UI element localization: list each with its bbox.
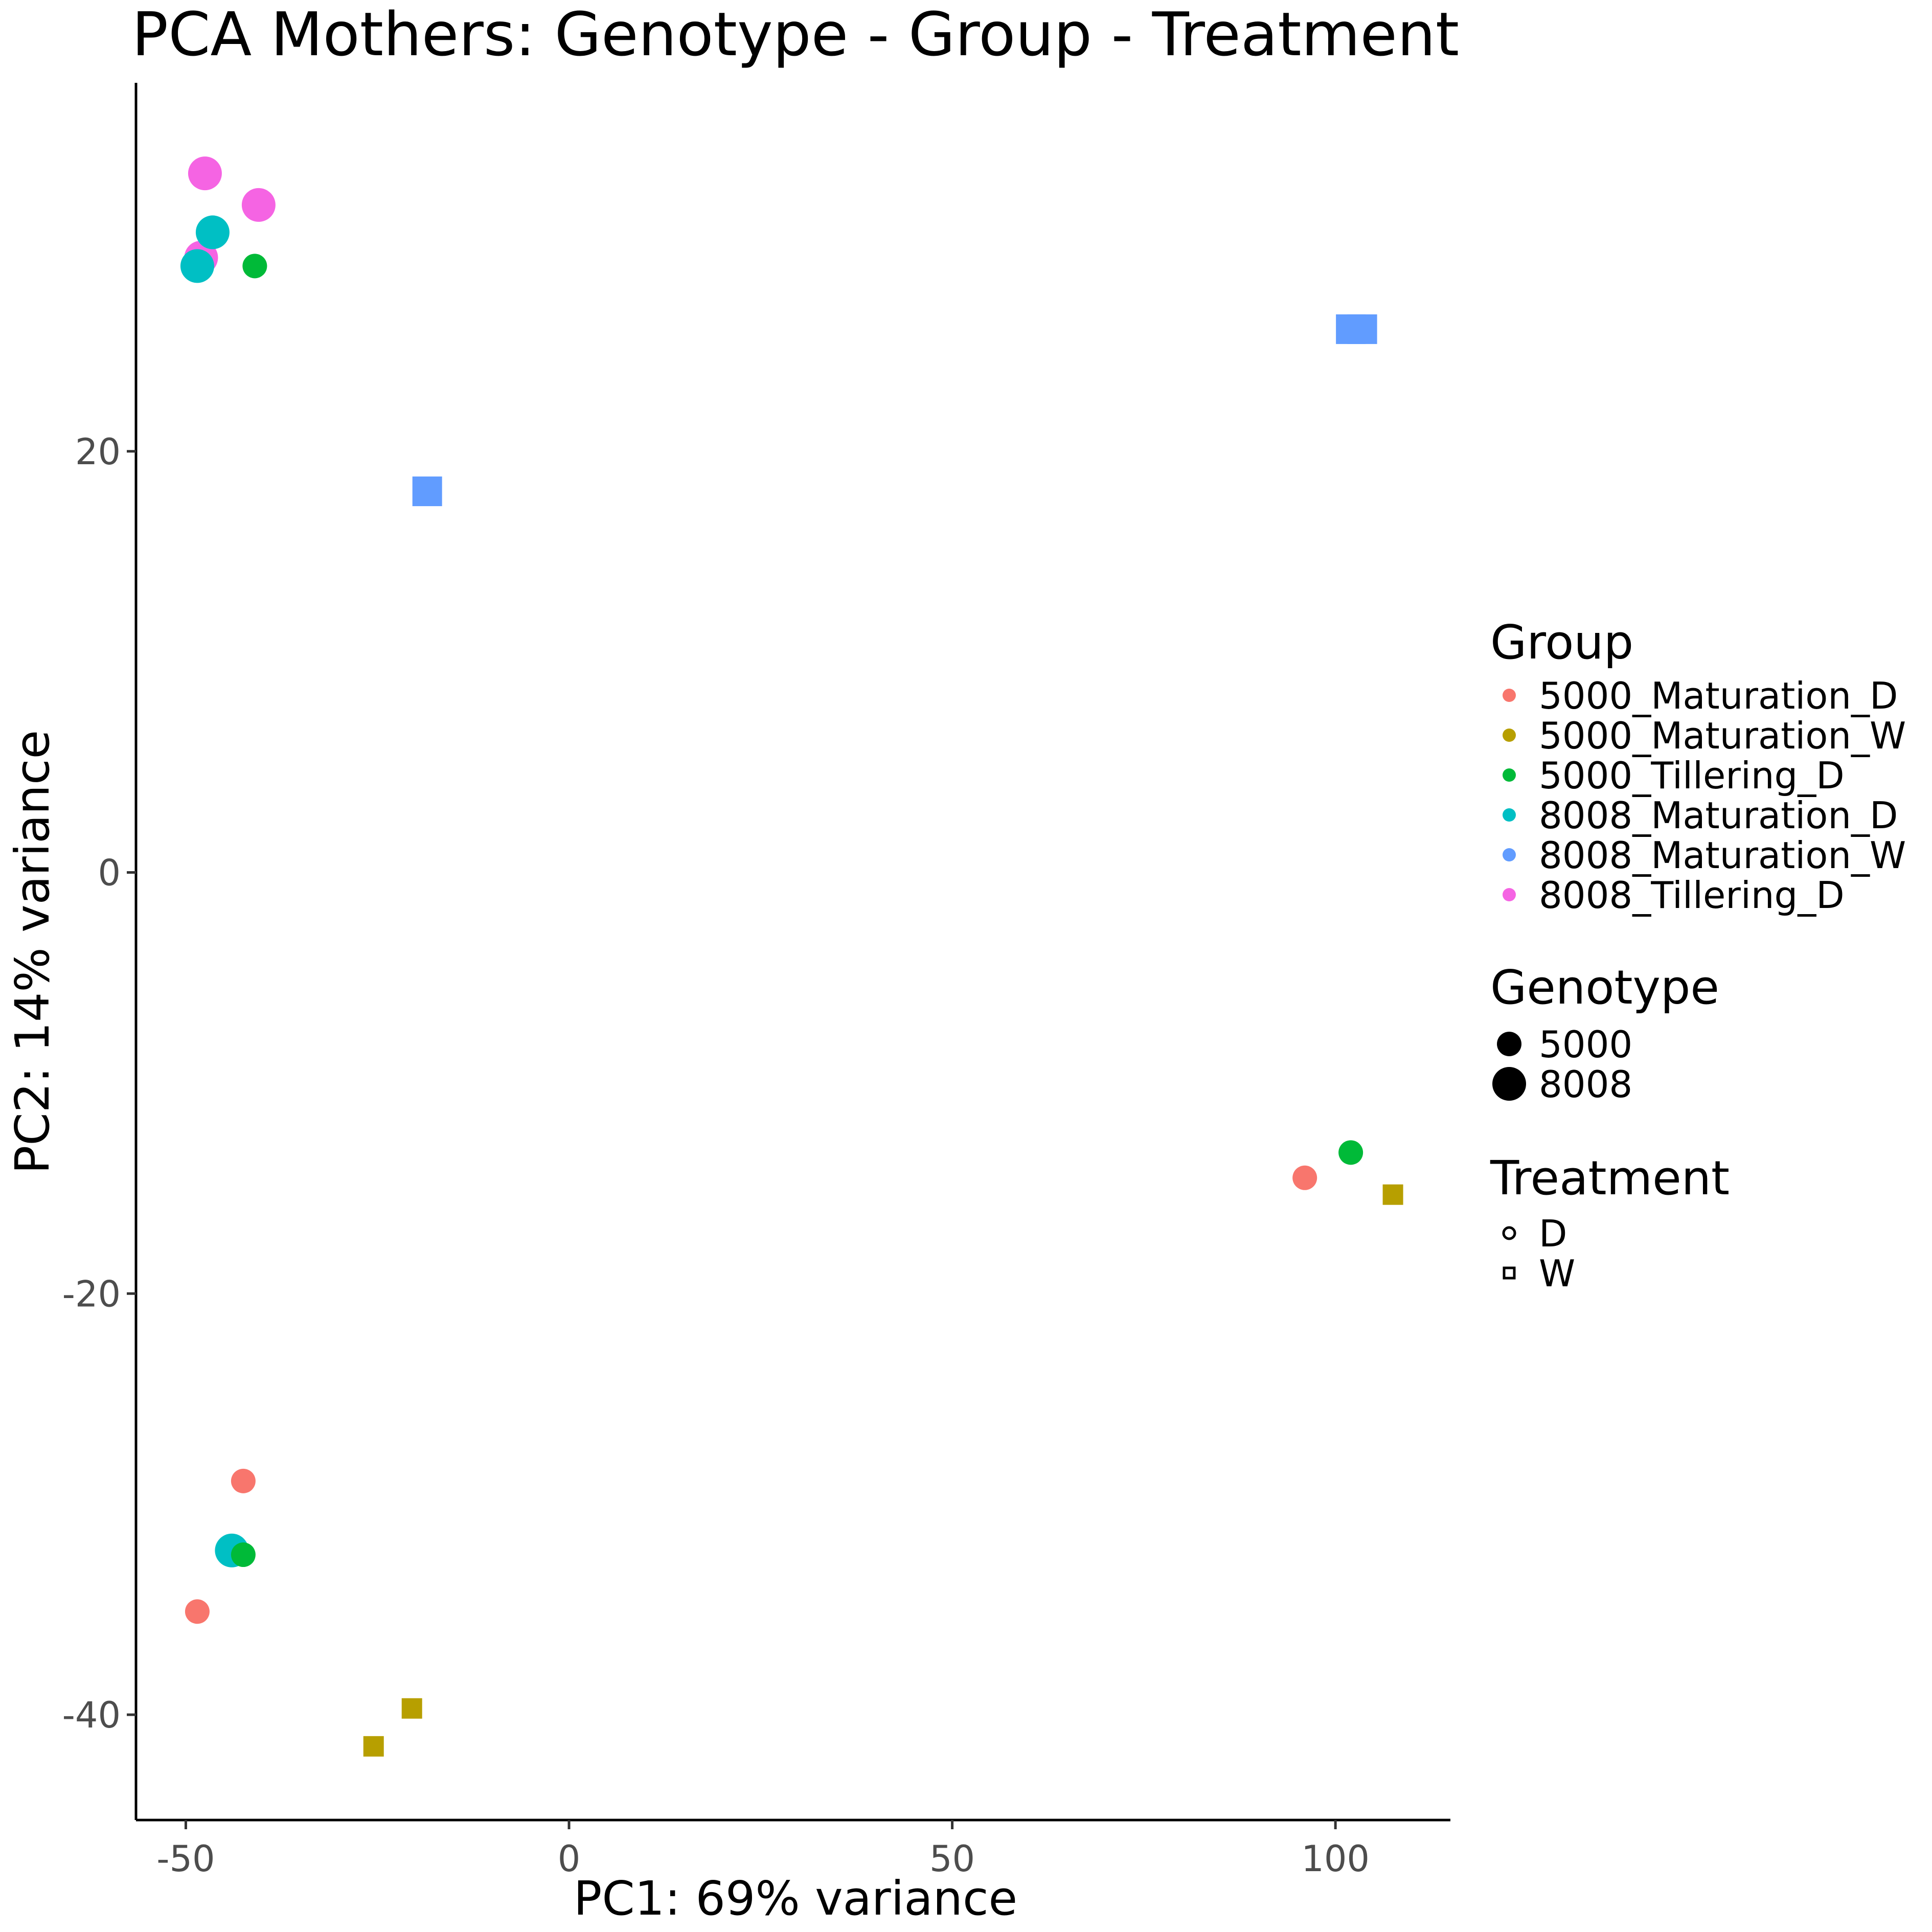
legend-group-label: 8008_Maturation_W	[1539, 834, 1906, 877]
data-point-11	[1382, 1184, 1403, 1205]
y-axis-title: PC2: 14% variance	[5, 730, 60, 1174]
x-tick-label: 100	[1301, 1838, 1370, 1880]
legend-group-label: 5000_Maturation_W	[1539, 714, 1906, 757]
data-point-15	[185, 1599, 210, 1624]
data-point-16	[401, 1698, 422, 1719]
legend-group-key	[1503, 729, 1516, 742]
legend-treatment-label: D	[1539, 1212, 1567, 1255]
legend-treatment-entries: DW	[1502, 1212, 1575, 1295]
x-tick-label: 0	[558, 1838, 581, 1880]
legend: Group 5000_Maturation_D5000_Maturation_W…	[1490, 615, 1906, 1295]
legend-genotype-label: 8008	[1539, 1063, 1632, 1106]
y-tick-label: 20	[75, 431, 121, 473]
legend-genotype-title: Genotype	[1490, 960, 1719, 1015]
x-tick-label: 50	[929, 1838, 975, 1880]
data-point-4	[180, 249, 214, 283]
data-point-0	[188, 156, 222, 191]
legend-group-label: 8008_Tillering_D	[1539, 874, 1845, 917]
x-axis-title: PC1: 69% variance	[574, 1871, 1017, 1926]
points-layer	[180, 156, 1403, 1757]
data-point-17	[363, 1736, 384, 1757]
legend-group-label: 8008_Maturation_D	[1539, 794, 1898, 837]
legend-group-entries: 5000_Maturation_D5000_Maturation_W5000_T…	[1503, 674, 1906, 917]
y-tick-label: 0	[98, 852, 121, 894]
data-point-5	[242, 254, 267, 279]
legend-treatment-key	[1503, 1266, 1516, 1280]
data-point-10	[1292, 1165, 1317, 1190]
legend-treatment-key	[1502, 1226, 1516, 1240]
legend-group-key	[1503, 689, 1516, 702]
legend-group-label: 5000_Maturation_D	[1539, 674, 1898, 717]
y-tick-label: -40	[62, 1694, 121, 1736]
legend-treatment-label: W	[1539, 1252, 1575, 1295]
legend-group-key	[1503, 888, 1516, 901]
legend-genotype-label: 5000	[1539, 1023, 1632, 1066]
data-point-9	[1338, 1140, 1363, 1165]
legend-genotype-key	[1497, 1032, 1521, 1056]
y-ticks: -40 -20 0 20	[62, 431, 136, 1736]
x-ticks: -50 0 50 100	[156, 1820, 1370, 1880]
data-point-8	[412, 476, 442, 507]
x-tick-label: -50	[156, 1838, 215, 1880]
y-tick-label: -20	[62, 1273, 121, 1315]
data-point-14	[231, 1542, 256, 1567]
legend-group-key	[1503, 808, 1516, 822]
legend-genotype-key	[1492, 1067, 1526, 1101]
data-point-12	[231, 1468, 256, 1493]
legend-group-label: 5000_Tillering_D	[1539, 754, 1845, 797]
data-point-7	[1347, 314, 1377, 344]
legend-group-key	[1503, 848, 1516, 861]
legend-group-key	[1503, 768, 1516, 782]
data-point-1	[241, 188, 276, 222]
data-point-3	[195, 215, 230, 249]
legend-group-title: Group	[1490, 615, 1633, 670]
chart-title: PCA Mothers: Genotype - Group - Treatmen…	[132, 0, 1459, 70]
legend-treatment-title: Treatment	[1490, 1151, 1730, 1206]
